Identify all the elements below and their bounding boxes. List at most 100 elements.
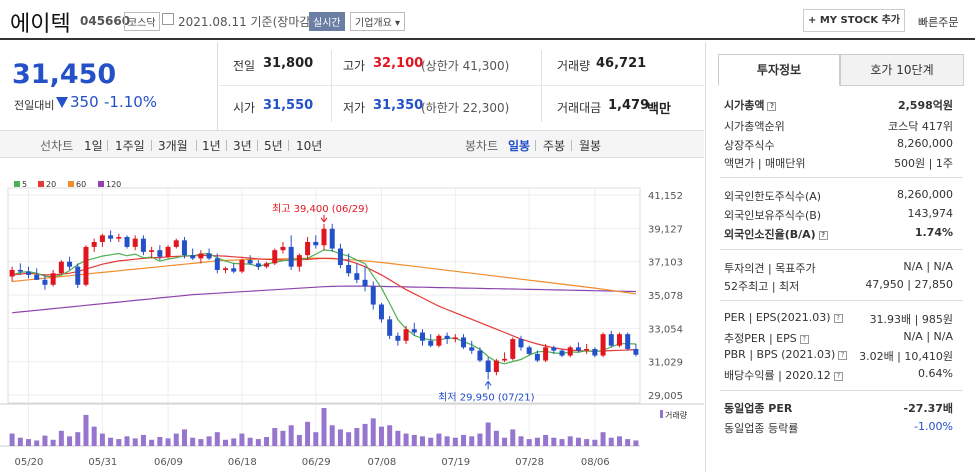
line-chart-label: 선차트 xyxy=(40,139,74,153)
volume-bar xyxy=(633,440,639,446)
corp-info-dropdown[interactable]: 기업개요 ▾ xyxy=(350,12,405,31)
amount-unit: 백만 xyxy=(647,102,671,117)
help-icon[interactable]: ? xyxy=(799,335,809,344)
volume-bar xyxy=(181,429,187,446)
candle-body xyxy=(608,334,614,346)
period-3m[interactable]: 3개월 xyxy=(158,139,188,153)
stock-header: 에이텍 045660 코스닥 2021.08.11 기준(장마감) 실시간 기업… xyxy=(0,0,975,40)
candle-body xyxy=(313,241,319,246)
candle-body xyxy=(600,334,606,356)
volume-bar xyxy=(485,422,491,446)
volume-bar xyxy=(452,437,458,446)
volume-value: 46,721 xyxy=(596,56,647,71)
price-chart[interactable]: 5 20 60 120 41,152 39,127 37,103 35,078 33,0… xyxy=(0,176,704,472)
period-10y[interactable]: 10년 xyxy=(296,139,323,153)
separator xyxy=(107,140,108,151)
help-icon[interactable]: ? xyxy=(833,314,843,323)
volume-bar xyxy=(9,433,15,446)
x-tick-label: 08/06 xyxy=(581,457,610,468)
period-1w[interactable]: 1주일 xyxy=(115,139,145,153)
volume-bar xyxy=(255,439,261,446)
candle-body xyxy=(502,358,508,361)
ma120-line xyxy=(12,285,636,314)
y-tick-label: 41,152 xyxy=(648,191,683,202)
candle-body xyxy=(58,261,64,274)
info-label: 시가총액순위 xyxy=(724,120,785,133)
realtime-button[interactable]: 실시간 xyxy=(309,12,345,31)
candle-monthly[interactable]: 월봉 xyxy=(579,139,602,153)
candle-chart-label: 봉차트 xyxy=(465,139,499,153)
volume-bar xyxy=(264,437,270,446)
volume-bar xyxy=(75,432,81,446)
add-mystock-button[interactable]: + MY STOCK 추가 xyxy=(803,9,905,32)
candle-body xyxy=(419,332,425,341)
section-divider xyxy=(720,249,963,250)
y-tick-label: 31,029 xyxy=(648,358,683,369)
volume-bar xyxy=(296,434,302,446)
period-1y[interactable]: 1년 xyxy=(202,139,221,153)
legend-ma60: 60 xyxy=(68,180,86,189)
candle-body xyxy=(403,329,409,341)
volume-bar xyxy=(444,436,450,446)
divider xyxy=(219,85,704,86)
candle-body xyxy=(592,348,598,356)
candle-body xyxy=(223,268,229,270)
info-label: PER | EPS(2021.03)? xyxy=(724,311,843,324)
quick-order-link[interactable]: 빠른주문 xyxy=(918,16,959,29)
info-label: 52주최고 | 최저 xyxy=(724,280,800,293)
candle-body xyxy=(321,228,327,246)
low-label: 저가 xyxy=(343,101,366,115)
divider xyxy=(541,50,542,122)
candle-body xyxy=(510,339,516,359)
candle-body xyxy=(452,337,458,340)
tab-investment-info[interactable]: 투자정보 xyxy=(718,54,840,86)
volume-bar xyxy=(543,434,549,446)
candle-body xyxy=(354,273,360,280)
info-value: 8,260,000 xyxy=(897,188,953,201)
volume-bar xyxy=(288,425,294,446)
x-tick-label: 07/28 xyxy=(515,457,544,468)
tab-orderbook[interactable]: 호가 10단계 xyxy=(840,54,964,86)
legend-ma120: 120 xyxy=(98,180,121,189)
period-1d[interactable]: 1일 xyxy=(84,139,103,153)
prev-close-value: 31,800 xyxy=(263,56,314,71)
x-tick-label: 05/20 xyxy=(15,457,44,468)
calendar-icon xyxy=(162,13,174,25)
y-tick-label: 33,054 xyxy=(648,324,683,335)
volume-bar xyxy=(559,439,565,446)
market-badge: 코스닥 xyxy=(124,12,160,31)
candle-body xyxy=(50,273,56,285)
volume-bar xyxy=(83,414,89,446)
stock-name: 에이텍 xyxy=(10,12,71,37)
candle-body xyxy=(329,228,335,249)
help-icon[interactable]: ? xyxy=(818,231,828,240)
base-date: 2021.08.11 기준(장마감) xyxy=(178,15,316,29)
help-icon[interactable]: ? xyxy=(767,102,777,111)
volume-bar xyxy=(337,429,343,446)
volume-bar xyxy=(67,436,73,446)
volume-bar xyxy=(247,437,253,446)
period-3y[interactable]: 3년 xyxy=(233,139,252,153)
volume-bar xyxy=(370,418,376,446)
period-5y[interactable]: 5년 xyxy=(264,139,283,153)
volume-bar xyxy=(149,439,155,446)
volume-bar xyxy=(239,433,245,446)
candle-weekly[interactable]: 주봉 xyxy=(543,139,566,153)
help-icon[interactable]: ? xyxy=(838,351,848,360)
volume-bar xyxy=(411,434,417,446)
separator xyxy=(257,140,258,151)
candle-body xyxy=(214,258,220,270)
candle-daily[interactable]: 일봉 xyxy=(508,139,531,153)
candle-body xyxy=(428,340,434,346)
candle-body xyxy=(140,238,146,252)
info-value: 500원 | 1주 xyxy=(894,157,953,170)
high-annotation: 최고 39,400 (06/29) xyxy=(272,203,368,215)
x-tick-label: 06/18 xyxy=(228,457,257,468)
lower-limit: (하한가 22,300) xyxy=(421,101,510,115)
candle-body xyxy=(518,339,524,348)
info-value: 0.64% xyxy=(918,367,953,380)
help-icon[interactable]: ? xyxy=(833,372,843,381)
candle-body xyxy=(67,261,73,267)
candle-body xyxy=(567,347,573,356)
volume-bar xyxy=(165,438,171,446)
